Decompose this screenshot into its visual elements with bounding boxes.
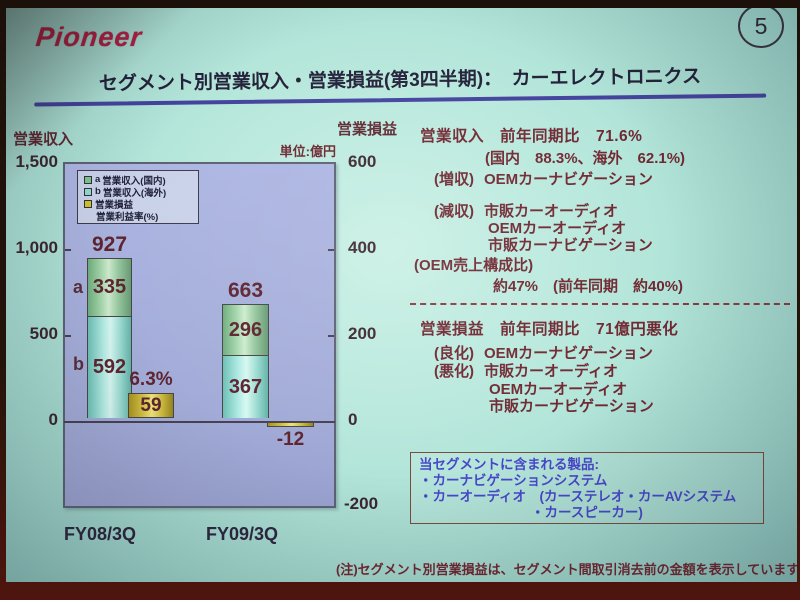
- products-line-3: ・カースピーカー): [531, 505, 643, 520]
- fy09-domestic-value: 296: [228, 318, 263, 341]
- left-tick-mark-500: [65, 335, 71, 337]
- fy09-revenue-bar: 663 296 367: [222, 279, 269, 418]
- page-title: セグメント別営業収入・営業損益(第3四半期)： カーエレクトロニクス: [98, 66, 702, 95]
- increase-item: OEMカーナビゲーション: [484, 171, 653, 188]
- legend-label-income: 営業損益: [95, 199, 134, 211]
- decrease-item-2: OEMカーオーディオ: [488, 220, 627, 237]
- footnote: (注)セグメント別営業損益は、セグメント間取引消去前の金額を表示しています。: [336, 562, 797, 577]
- left-tick-1500: 1,500: [15, 152, 58, 171]
- revenue-increase-line: (増収) OEMカーナビゲーション: [434, 168, 653, 189]
- left-tick-mark-1000: [65, 249, 71, 251]
- fy09-income-bar: -12: [267, 422, 314, 450]
- revenue-decrease-line: (減収) 市販カーオーディオ: [434, 200, 618, 221]
- chart-legend: a 営業収入(国内) b 営業収入(海外) 営業損益 営業利益率(%): [77, 170, 199, 224]
- right-tick-mark-200: [328, 335, 334, 337]
- income-worsened-line: (悪化) 市販カーオーディオ: [434, 360, 618, 381]
- pioneer-logo: Pioneer: [34, 22, 144, 52]
- right-axis-title: 営業損益: [337, 121, 398, 138]
- revenue-breakdown: (国内 88.3%、海外 62.1%): [485, 150, 686, 167]
- products-heading: 当セグメントに含まれる製品:: [419, 457, 599, 472]
- fy08-overseas-value: 592: [92, 356, 127, 378]
- legend-key-a: a: [95, 174, 101, 185]
- legend-row-overseas: b 営業収入(海外): [84, 186, 194, 199]
- legend-swatch-overseas-icon: [84, 187, 92, 196]
- decrease-item-3: 市販カーナビゲーション: [488, 237, 653, 254]
- legend-row-income: 営業損益: [84, 198, 194, 211]
- right-tick-600: 600: [348, 152, 377, 171]
- fy08-domestic-segment: 335: [87, 258, 132, 316]
- products-box: 当セグメントに含まれる製品: ・カーナビゲーションシステム ・カーオーディオ (…: [410, 452, 764, 524]
- legend-swatch-domestic-icon: [84, 175, 92, 184]
- x-label-fy08: FY08/3Q: [63, 524, 137, 544]
- right-tick-0: 0: [348, 410, 358, 429]
- legend-key-b: b: [95, 186, 101, 197]
- worsened-item-3: 市販カーナビゲーション: [489, 398, 654, 415]
- fy09-overseas-value: 367: [228, 375, 263, 398]
- left-tick-500: 500: [29, 324, 58, 343]
- legend-row-margin: 営業利益率(%): [84, 210, 194, 223]
- fy08-income-value: 59: [140, 395, 162, 416]
- right-tick-mark-400: [328, 249, 334, 251]
- improved-label: (良化): [434, 345, 474, 362]
- fy09-total-label: 663: [227, 279, 264, 302]
- legend-row-domestic: a 営業収入(国内): [84, 174, 194, 187]
- marker-a: a: [73, 277, 84, 297]
- right-tick-400: 400: [348, 238, 377, 257]
- slide: Pioneer 5 セグメント別営業収入・営業損益(第3四半期)： カーエレクト…: [6, 8, 797, 582]
- legend-label-overseas: 営業収入(海外): [102, 187, 167, 199]
- fy09-income-value: -12: [276, 429, 305, 450]
- fy08-total-label: 927: [91, 233, 128, 256]
- income-improved-line: (良化) OEMカーナビゲーション: [434, 342, 653, 363]
- section-divider: [410, 303, 790, 305]
- legend-label-domestic: 営業収入(国内): [102, 175, 166, 187]
- worsened-item-2: OEMカーオーディオ: [489, 381, 628, 398]
- page-number-badge: 5: [738, 8, 784, 48]
- improved-item: OEMカーナビゲーション: [484, 345, 653, 362]
- worsened-label: (悪化): [434, 363, 474, 380]
- left-tick-1000: 1,000: [15, 238, 58, 257]
- left-axis-title: 営業収入: [13, 131, 74, 148]
- x-label-fy09: FY09/3Q: [205, 524, 279, 544]
- legend-label-margin: 営業利益率(%): [96, 211, 159, 223]
- income-headline: 営業損益 前年同期比 71億円悪化: [420, 321, 679, 338]
- fy08-margin-label: 6.3%: [129, 369, 173, 390]
- oem-ratio-value: 約47% (前年同期 約40%): [493, 278, 684, 295]
- fy08-revenue-bar: 927 335 592: [87, 233, 132, 418]
- products-line-2: ・カーオーディオ (カーステレオ・カーAVシステム: [419, 489, 737, 504]
- unit-label: 単位:億円: [279, 144, 336, 159]
- plot-area: a 営業収入(国内) b 営業収入(海外) 営業損益 営業利益率(%) a b …: [63, 162, 336, 508]
- title-underline: [34, 93, 767, 107]
- legend-swatch-income-icon: [84, 199, 92, 208]
- decrease-item-1: 市販カーオーディオ: [484, 203, 618, 220]
- fy08-overseas-segment: 592: [87, 316, 132, 418]
- title-block: セグメント別営業収入・営業損益(第3四半期)： カーエレクトロニクス: [34, 61, 767, 107]
- fy09-domestic-segment: 296: [222, 304, 269, 355]
- revenue-headline: 営業収入 前年同期比 71.6%: [420, 128, 643, 145]
- left-tick-0: 0: [48, 410, 58, 429]
- oem-ratio-label: (OEM売上構成比): [414, 257, 534, 274]
- decrease-label: (減収): [434, 203, 474, 220]
- increase-label: (増収): [434, 171, 474, 188]
- page-number: 5: [754, 12, 768, 39]
- worsened-item-1: 市販カーオーディオ: [484, 363, 618, 380]
- zero-axis-line: [64, 421, 335, 423]
- marker-b: b: [73, 354, 84, 374]
- right-tick-200: 200: [348, 324, 377, 343]
- fy08-domestic-value: 335: [92, 276, 127, 298]
- fy09-overseas-segment: 367: [222, 355, 269, 418]
- products-line-1: ・カーナビゲーションシステム: [419, 473, 608, 488]
- fy08-income-bar: 6.3% 59: [128, 369, 174, 418]
- right-tick-neg200: -200: [344, 494, 379, 513]
